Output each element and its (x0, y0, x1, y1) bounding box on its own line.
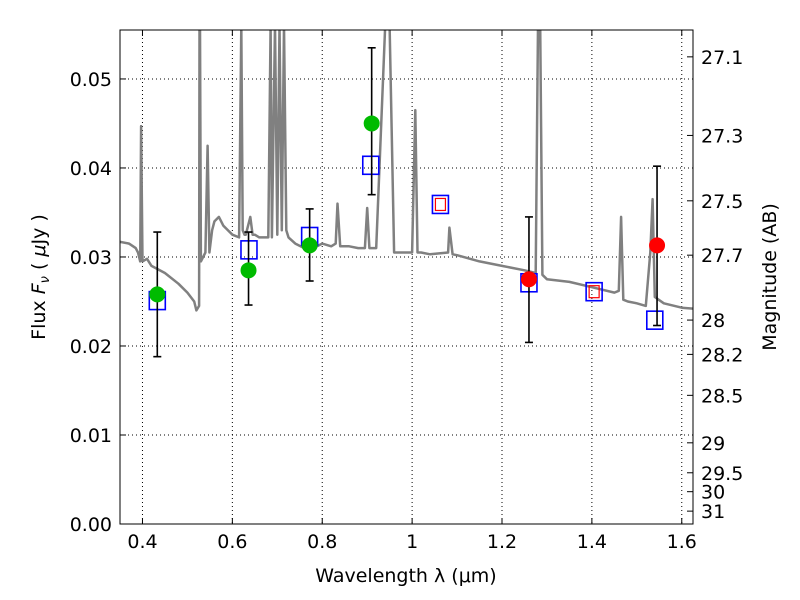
observed-point-green (149, 286, 166, 303)
observed-point-green (363, 115, 380, 132)
tick-labels: 0.4 0.6 0.8 1 1.2 1.4 1.6 0.00 0.01 0.02 0.03 0.04 0… (70, 47, 744, 553)
y-axis-title: Flux Fν ( μJy ) (28, 214, 53, 340)
model-square (585, 281, 603, 302)
observed-point-green (301, 237, 318, 254)
y2-tick-label: 27.5 (701, 191, 743, 213)
plot-area (120, 30, 693, 524)
model-square-inner (434, 197, 447, 212)
x-axis-title: Wavelength λ (μm) (315, 565, 496, 587)
model-square (361, 155, 380, 176)
y2-tick-label: 27.1 (701, 47, 743, 69)
model-square-inner (588, 285, 600, 299)
observed-point-red (520, 271, 537, 288)
axis-ticks (120, 30, 693, 525)
model-square (645, 310, 664, 330)
x-tick-label: 0.8 (307, 531, 337, 553)
x-tick-label: 1.6 (667, 531, 697, 553)
y2-tick-label: 29.5 (701, 463, 743, 485)
observed-point-green (240, 262, 257, 279)
y-tick-label: 0.00 (70, 514, 112, 536)
plot-frame (119, 29, 694, 525)
y-tick-label: 0.03 (70, 247, 112, 269)
y2-tick-label: 27.7 (701, 245, 743, 267)
y-tick-label: 0.05 (70, 69, 112, 91)
x-tick-label: 0.6 (217, 531, 247, 553)
x-tick-label: 1.4 (577, 531, 607, 553)
y2-tick-label: 31 (701, 501, 725, 523)
x-tick-label: 1.2 (487, 531, 517, 553)
y-tick-label: 0.02 (70, 336, 112, 358)
y2-tick-label: 28.5 (701, 385, 743, 407)
observed-point-red (649, 237, 666, 254)
y2-tick-label: 29 (701, 433, 725, 455)
y2-tick-label: 30 (701, 482, 725, 504)
x-tick-label: 1 (406, 531, 418, 553)
model-square (431, 194, 450, 215)
y-tick-label: 0.01 (70, 425, 112, 447)
y2-tick-label: 27.3 (701, 125, 743, 147)
x-tick-label: 0.4 (127, 531, 157, 553)
y2-axis-title: Magnitude (AB) (759, 203, 781, 351)
y2-tick-label: 28 (701, 310, 725, 332)
y-tick-label: 0.04 (70, 158, 112, 180)
y2-tick-label: 28.2 (701, 344, 743, 366)
plot-data (120, 30, 693, 358)
